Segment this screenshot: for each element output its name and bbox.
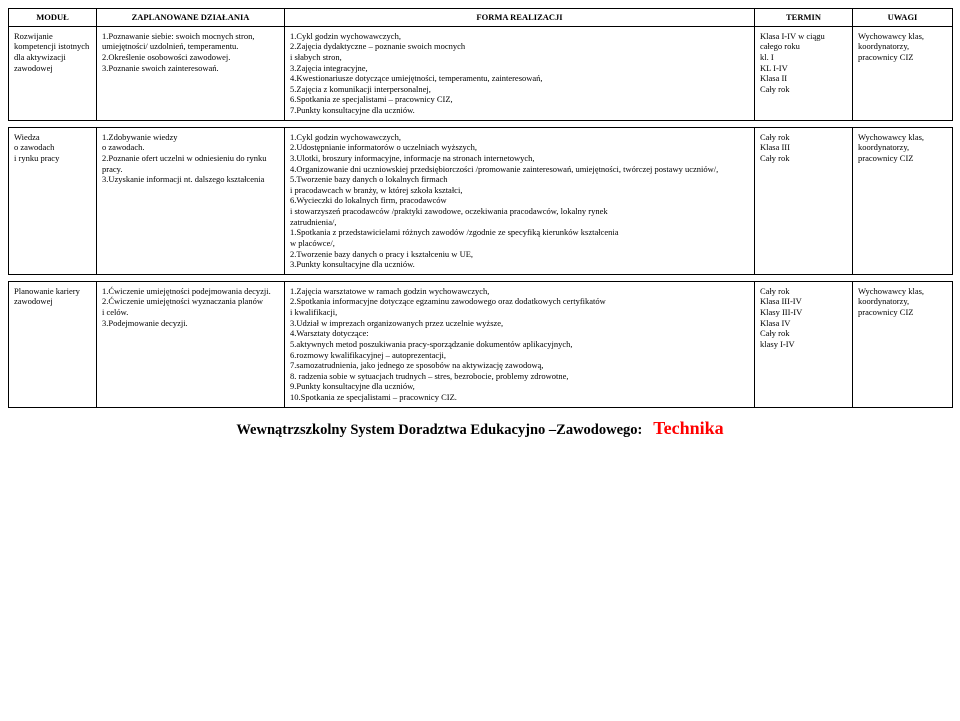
cell-uwagi: Wychowawcy klas, koordynatorzy, pracowni… — [853, 281, 953, 407]
cell-forma: 1.Cykl godzin wychowawczych,2.Zajęcia dy… — [285, 26, 755, 120]
plan-table-2: Wiedzao zawodachi rynku pracy 1.Zdobywan… — [8, 127, 953, 275]
footer-technika: Technika — [653, 418, 723, 438]
cell-modul: Wiedzao zawodachi rynku pracy — [9, 127, 97, 274]
header-forma: FORMA REALIZACJI — [285, 9, 755, 27]
plan-table-1: MODUŁ ZAPLANOWANE DZIAŁANIA FORMA REALIZ… — [8, 8, 953, 121]
cell-termin: Cały rokKlasa III-IVKlasy III-IVKlasa IV… — [755, 281, 853, 407]
header-termin: TERMIN — [755, 9, 853, 27]
table-row: Planowanie kariery zawodowej 1.Ćwiczenie… — [9, 281, 953, 407]
cell-uwagi: Wychowawcy klas, koordynatorzy, pracowni… — [853, 26, 953, 120]
cell-forma: 1.Zajęcia warsztatowe w ramach godzin wy… — [285, 281, 755, 407]
cell-termin: Cały rokKlasa IIICały rok — [755, 127, 853, 274]
cell-modul: Planowanie kariery zawodowej — [9, 281, 97, 407]
footer: Wewnątrzszkolny System Doradztwa Edukacy… — [8, 414, 952, 439]
cell-dzial: 1.Zdobywanie wiedzyo zawodach.2.Poznanie… — [97, 127, 285, 274]
cell-dzial: 1.Poznawanie siebie: swoich mocnych stro… — [97, 26, 285, 120]
header-dzial: ZAPLANOWANE DZIAŁANIA — [97, 9, 285, 27]
header-uwagi: UWAGI — [853, 9, 953, 27]
cell-modul: Rozwijanie kompetencji istotnych dla akt… — [9, 26, 97, 120]
table-row: Wiedzao zawodachi rynku pracy 1.Zdobywan… — [9, 127, 953, 274]
cell-uwagi: Wychowawcy klas, koordynatorzy, pracowni… — [853, 127, 953, 274]
header-modul: MODUŁ — [9, 9, 97, 27]
footer-colon: : — [638, 422, 654, 438]
cell-termin: Klasa I-IV w ciągu całego rokukl. IKL I-… — [755, 26, 853, 120]
cell-dzial: 1.Ćwiczenie umiejętności podejmowania de… — [97, 281, 285, 407]
cell-forma: 1.Cykl godzin wychowawczych,2.Udostępnia… — [285, 127, 755, 274]
table-row: Rozwijanie kompetencji istotnych dla akt… — [9, 26, 953, 120]
table-header-row: MODUŁ ZAPLANOWANE DZIAŁANIA FORMA REALIZ… — [9, 9, 953, 27]
footer-title: Wewnątrzszkolny System Doradztwa Edukacy… — [236, 422, 637, 438]
plan-table-3: Planowanie kariery zawodowej 1.Ćwiczenie… — [8, 281, 953, 408]
